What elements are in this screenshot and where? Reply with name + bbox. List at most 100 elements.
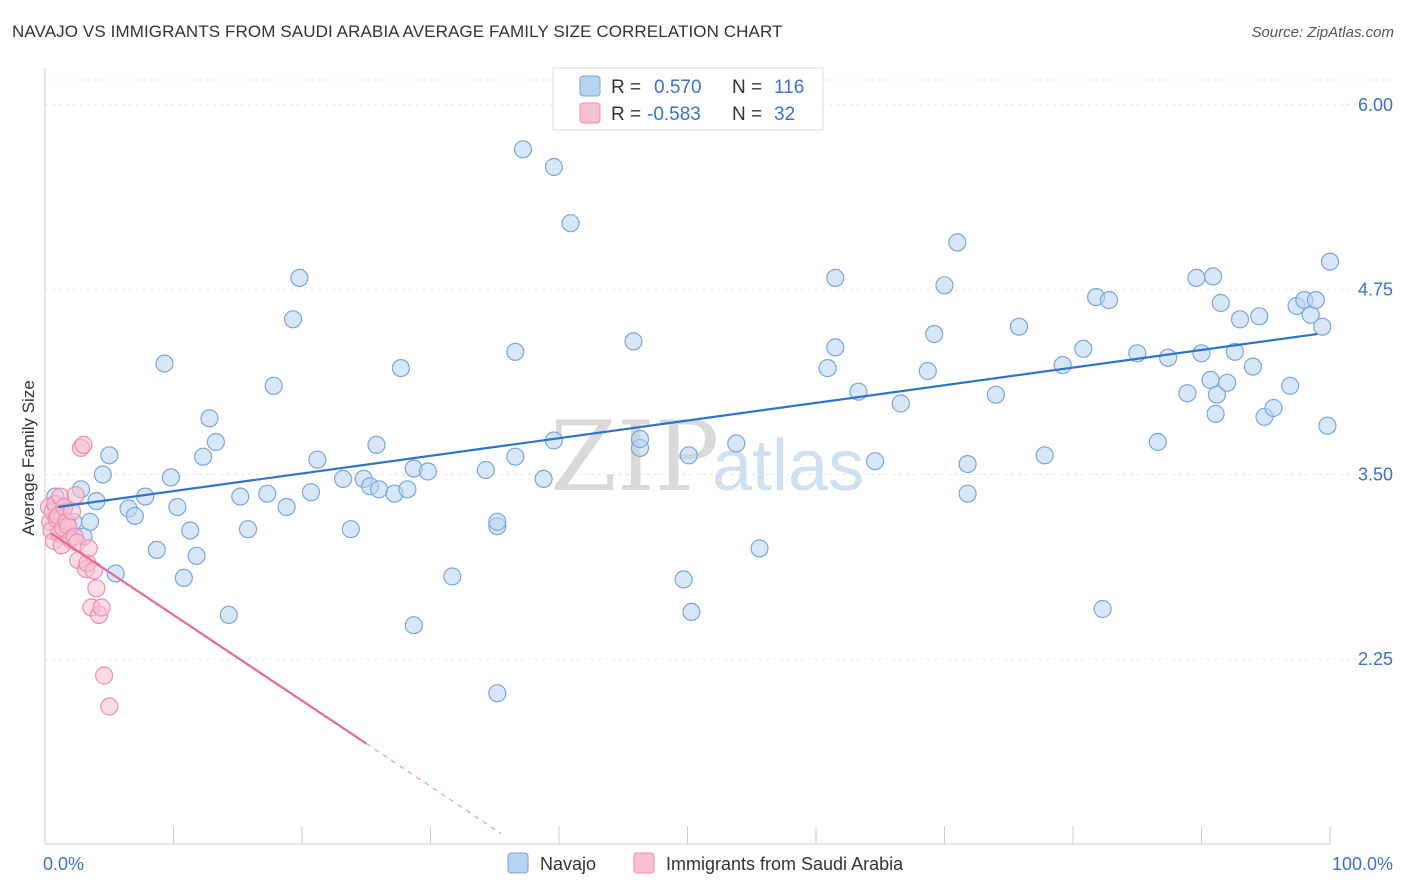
y-tick-label-0: 2.25 (1358, 649, 1393, 669)
data-points (39, 140, 1340, 716)
navajo-point-24 (219, 605, 238, 625)
navajo-point-101 (1250, 307, 1269, 326)
navajo-point-93 (1203, 267, 1223, 286)
navajo-point-98 (1225, 342, 1245, 361)
navajo-point-31 (290, 268, 309, 287)
navajo-point-29 (277, 497, 296, 517)
navajo-point-6 (80, 512, 100, 531)
trend-lines (50, 332, 1318, 835)
navajo-point-15 (155, 354, 174, 373)
y-tick-label-1: 3.50 (1358, 464, 1393, 484)
navajo-point-89 (1178, 384, 1197, 403)
navajo-point-81 (1053, 356, 1072, 375)
navajo-point-104 (1281, 376, 1300, 395)
navajo-point-97 (1218, 373, 1237, 392)
navajo-point-85 (1099, 291, 1119, 310)
legend-n-value-navajo: 116 (774, 77, 804, 98)
navajo-point-21 (194, 447, 213, 466)
x-tick-label-0: 0.0% (43, 854, 84, 874)
bottom-legend-navajo: Navajo (540, 854, 596, 874)
source-credit: Source: ZipAtlas.com (1251, 24, 1394, 41)
legend-n-value-saudi: 32 (774, 104, 795, 125)
navajo-point-60 (630, 429, 650, 449)
navajo-point-64 (727, 434, 746, 453)
navajo-point-47 (476, 460, 495, 480)
navajo-point-26 (238, 520, 258, 539)
navajo-point-55 (544, 157, 564, 177)
navajo-point-70 (865, 452, 885, 471)
bottom-legend-swatch-navajo (507, 852, 529, 874)
y-axis-label: Average Family Size (19, 380, 38, 536)
navajo-point-76 (958, 455, 977, 474)
navajo-point-95 (1207, 385, 1227, 404)
navajo-point-99 (1230, 310, 1250, 329)
legend-n-label-navajo: N = (732, 77, 762, 98)
gridlines (45, 79, 1395, 660)
navajo-point-52 (506, 342, 525, 361)
navajo-point-41 (391, 359, 410, 378)
legend-r-value-saudi: -0.583 (647, 104, 701, 125)
navajo-point-17 (168, 497, 187, 517)
navajo-point-16 (161, 468, 180, 487)
navajo-point-79 (1009, 317, 1029, 336)
navajo-point-14 (147, 540, 166, 560)
bottom-legend-swatch-saudi (633, 852, 655, 874)
navajo-point-80 (1035, 446, 1054, 465)
navajo-point-71 (891, 394, 910, 413)
navajo-point-12 (125, 506, 144, 526)
navajo-point-23 (206, 432, 225, 452)
navajo-point-100 (1243, 357, 1263, 376)
navajo-point-45 (418, 462, 437, 481)
navajo-point-18 (174, 568, 193, 588)
legend-n-label-saudi: N = (732, 104, 762, 125)
navajo-point-84 (1093, 599, 1112, 619)
navajo-point-96 (1211, 293, 1230, 313)
navajo-point-8 (93, 465, 112, 484)
navajo-point-65 (750, 539, 769, 558)
navajo-point-30 (283, 310, 303, 329)
navajo-point-109 (1313, 317, 1332, 336)
navajo-point-25 (231, 487, 250, 506)
navajo-point-46 (443, 567, 462, 586)
legend-r-label-navajo: R = (611, 77, 641, 98)
legend-r-value-navajo: 0.570 (654, 77, 702, 98)
navajo-point-51 (506, 447, 525, 466)
legend-swatch-navajo (579, 75, 601, 97)
navajo-point-50 (488, 684, 507, 703)
navajo-point-91 (1192, 344, 1211, 363)
navajo-point-10 (106, 564, 125, 583)
navajo-point-82 (1074, 339, 1093, 358)
navajo-point-110 (1318, 416, 1337, 435)
navajo-point-103 (1264, 398, 1283, 418)
navajo-point-90 (1187, 268, 1206, 287)
navajo-point-32 (301, 483, 321, 502)
saudi-point-22 (74, 435, 93, 454)
navajo-point-88 (1158, 348, 1178, 367)
navajo-point-58 (624, 332, 643, 351)
axes (44, 68, 1331, 845)
x-tick-label-1: 100.0% (1332, 854, 1393, 874)
navajo-point-35 (341, 520, 360, 539)
navajo-point-49 (488, 512, 507, 531)
navajo-point-63 (682, 602, 701, 622)
navajo-point-73 (925, 325, 944, 344)
navajo-point-39 (370, 480, 389, 499)
legend-top: R = 0.570 N = 116 R = -0.583 N = 32 (552, 67, 824, 131)
navajo-point-94 (1206, 404, 1225, 423)
y-tick-label-3: 6.00 (1358, 95, 1393, 115)
saudi-trend-extension (365, 742, 502, 835)
navajo-point-78 (986, 385, 1006, 404)
navajo-point-111 (1320, 252, 1340, 271)
y-tick-label-2: 4.75 (1358, 280, 1393, 300)
tick-labels: 2.25 3.50 4.75 6.00 0.0% 100.0% (43, 95, 1393, 874)
navajo-point-61 (674, 570, 693, 589)
bottom-legend-saudi: Immigrants from Saudi Arabia (666, 854, 904, 874)
navajo-point-67 (826, 268, 845, 287)
navajo-point-72 (918, 361, 937, 381)
saudi-trend-line (50, 532, 367, 745)
navajo-point-75 (948, 233, 967, 252)
navajo-point-62 (679, 446, 698, 465)
saudi-point-28 (87, 579, 106, 598)
navajo-point-20 (187, 546, 206, 565)
